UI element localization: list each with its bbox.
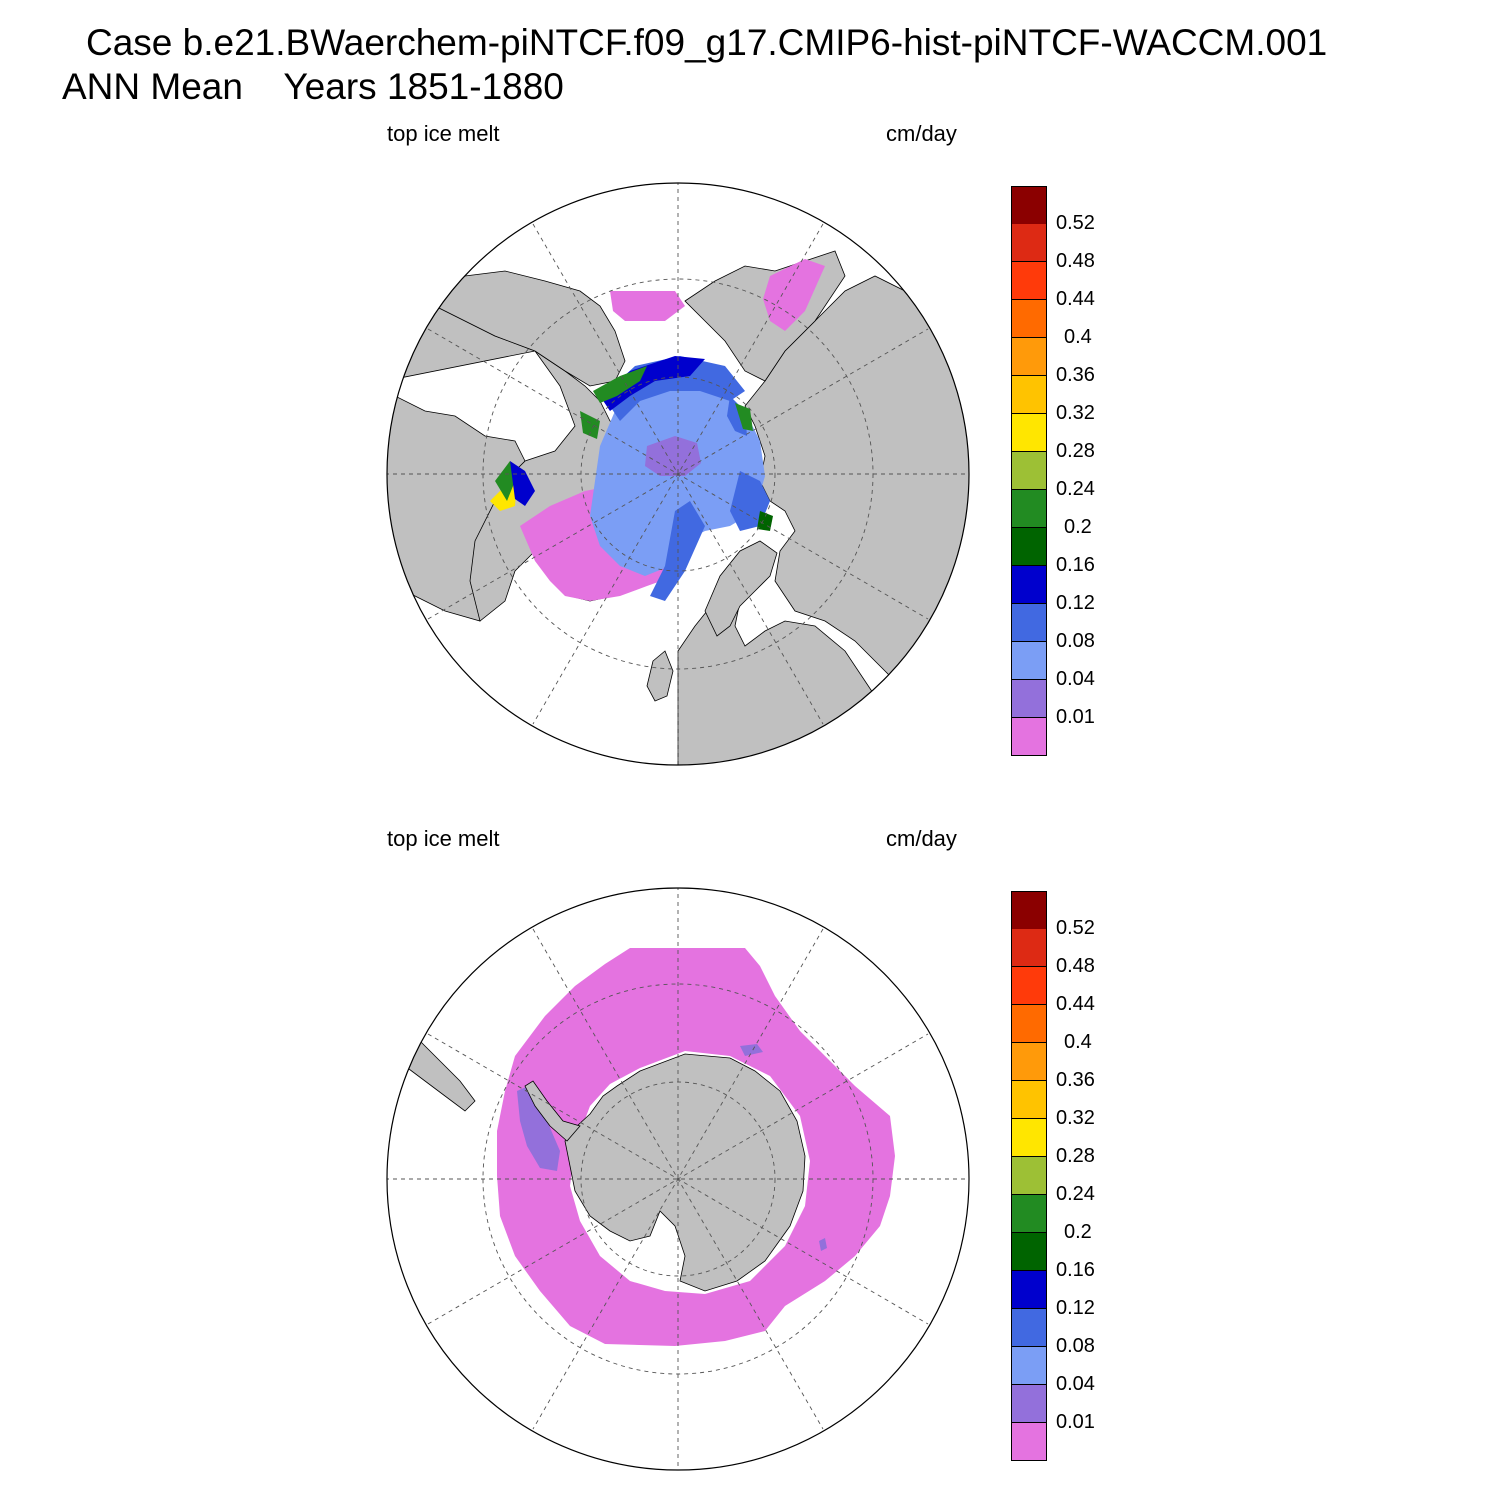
scandinavia-landmass <box>704 540 778 637</box>
colorbar-south-swatch <box>1011 891 1047 930</box>
colorbar-north-swatch <box>1011 490 1047 528</box>
colorbar-north-tick-label: 0.16 <box>1056 554 1095 576</box>
north-ice-blue-east-siberian <box>727 396 747 436</box>
colorbar-north-swatch <box>1011 566 1047 604</box>
north-graticule <box>387 183 969 765</box>
title-period: ANN Mean Years 1851-1880 <box>62 66 564 107</box>
colorbar-north-tick-label: 0.52 <box>1056 212 1095 234</box>
colorbar-south-tick-label: 0.44 <box>1056 993 1095 1015</box>
south-map-border <box>386 887 970 1471</box>
panel-south-variable-label: top ice melt <box>387 826 500 851</box>
colorbar-south-tick-label: 0.36 <box>1056 1069 1095 1091</box>
colorbar-north-swatch <box>1011 718 1047 756</box>
colorbar-north-tick-label: 0.44 <box>1056 288 1095 310</box>
colorbar-south-swatch <box>1011 1271 1047 1309</box>
colorbar-north-tick-label: 0.28 <box>1056 440 1095 462</box>
north-ice-edge-pink <box>610 291 685 321</box>
colorbar-south-tick-label: 0.12 <box>1056 1297 1095 1319</box>
colorbar-north-swatch <box>1011 186 1047 225</box>
colorbar-south-swatch <box>1011 1081 1047 1119</box>
colorbar-north-swatch <box>1011 528 1047 566</box>
colorbar-south-swatch <box>1011 929 1047 967</box>
colorbar-north-tick-label: 0.01 <box>1056 706 1095 728</box>
colorbar-south-swatch <box>1011 1233 1047 1271</box>
colorbar-south-swatch <box>1011 1005 1047 1043</box>
colorbar-north-swatch <box>1011 452 1047 490</box>
colorbar-south-tick-label: 0.28 <box>1056 1145 1095 1167</box>
colorbar-south-swatch <box>1011 1309 1047 1347</box>
colorbar-north-tick-label: 0.32 <box>1056 402 1095 424</box>
colorbar-south-tick-label: 0.48 <box>1056 955 1095 977</box>
south-ice-pink-ring <box>497 948 895 1346</box>
colorbar-south-tick-label: 0.16 <box>1056 1259 1095 1281</box>
colorbar-north-swatch <box>1011 604 1047 642</box>
colorbar-north-tick-label: 0.36 <box>1056 364 1095 386</box>
colorbar-north-swatch <box>1011 680 1047 718</box>
colorbar-south-tick-label: 0.04 <box>1056 1373 1095 1395</box>
colorbar-south-swatch <box>1011 1043 1047 1081</box>
british-isles <box>646 650 674 702</box>
north-ice-pole-purple <box>645 436 701 476</box>
north-ice-darkblue-baffin <box>510 461 535 506</box>
colorbar-north-swatch <box>1011 414 1047 452</box>
north-ice-green-baffin <box>495 461 515 501</box>
colorbar-south-swatch <box>1011 1423 1047 1461</box>
panel-north-units-label: cm/day <box>886 121 957 146</box>
colorbar-south <box>1011 891 1047 1461</box>
north-map-border <box>386 182 970 766</box>
colorbar-south-swatch <box>1011 1157 1047 1195</box>
colorbar-south-swatch <box>1011 1195 1047 1233</box>
colorbar-south-tick-label: 0.24 <box>1056 1183 1095 1205</box>
north-ice-green-archipelago <box>580 411 600 439</box>
colorbar-north-tick-label: 0.4 <box>1064 326 1092 348</box>
colorbar-south-tick-label: 0.52 <box>1056 917 1095 939</box>
north-ice-green-laptev <box>735 403 753 431</box>
north-ice-darkgreen-kara <box>757 511 773 531</box>
colorbar-north-swatch <box>1011 224 1047 262</box>
colorbar-south-tick-label: 0.32 <box>1056 1107 1095 1129</box>
colorbar-south-swatch <box>1011 1385 1047 1423</box>
colorbar-north-swatch <box>1011 262 1047 300</box>
colorbar-south-swatch <box>1011 1347 1047 1385</box>
colorbar-north-tick-label: 0.12 <box>1056 592 1095 614</box>
colorbar-north-tick-label: 0.04 <box>1056 668 1095 690</box>
title-case-name: Case b.e21.BWaerchem-piNTCF.f09_g17.CMIP… <box>86 22 1328 63</box>
north-ice-greenland-sea-blue <box>650 501 705 601</box>
colorbar-south-tick-label: 0.4 <box>1064 1031 1092 1053</box>
south-ice-purple-weddell <box>517 1084 560 1171</box>
panel-north-variable-label: top ice melt <box>387 121 500 146</box>
colorbar-south-tick-label: 0.2 <box>1064 1221 1092 1243</box>
south-ice-purple-patch <box>740 1044 763 1056</box>
colorbar-north-tick-label: 0.48 <box>1056 250 1095 272</box>
colorbar-north-swatch <box>1011 376 1047 414</box>
south-polar-map <box>386 887 970 1471</box>
north-ice-bering-pink <box>763 259 825 331</box>
colorbar-north-tick-label: 0.24 <box>1056 478 1095 500</box>
south-ice-purple-patch-2 <box>819 1238 827 1251</box>
colorbar-north-swatch <box>1011 642 1047 680</box>
north-ice-green-siberia <box>593 366 647 403</box>
north-ice-darkblue-siberia <box>600 356 705 411</box>
panel-south-units-label: cm/day <box>886 826 957 851</box>
colorbar-south-tick-label: 0.01 <box>1056 1411 1095 1433</box>
colorbar-north-swatch <box>1011 338 1047 376</box>
alaska-landmass <box>424 270 626 387</box>
colorbar-north-tick-label: 0.08 <box>1056 630 1095 652</box>
antarctic-peninsula <box>524 1080 581 1142</box>
south-graticule <box>387 888 969 1470</box>
north-america-landmass <box>387 300 641 622</box>
colorbar-north-swatch <box>1011 300 1047 338</box>
colorbar-north-tick-label: 0.2 <box>1064 516 1092 538</box>
colorbar-south-swatch <box>1011 1119 1047 1157</box>
colorbar-north <box>1011 186 1047 756</box>
north-polar-map <box>386 182 970 766</box>
colorbar-south-swatch <box>1011 967 1047 1005</box>
colorbar-south-tick-label: 0.08 <box>1056 1335 1095 1357</box>
